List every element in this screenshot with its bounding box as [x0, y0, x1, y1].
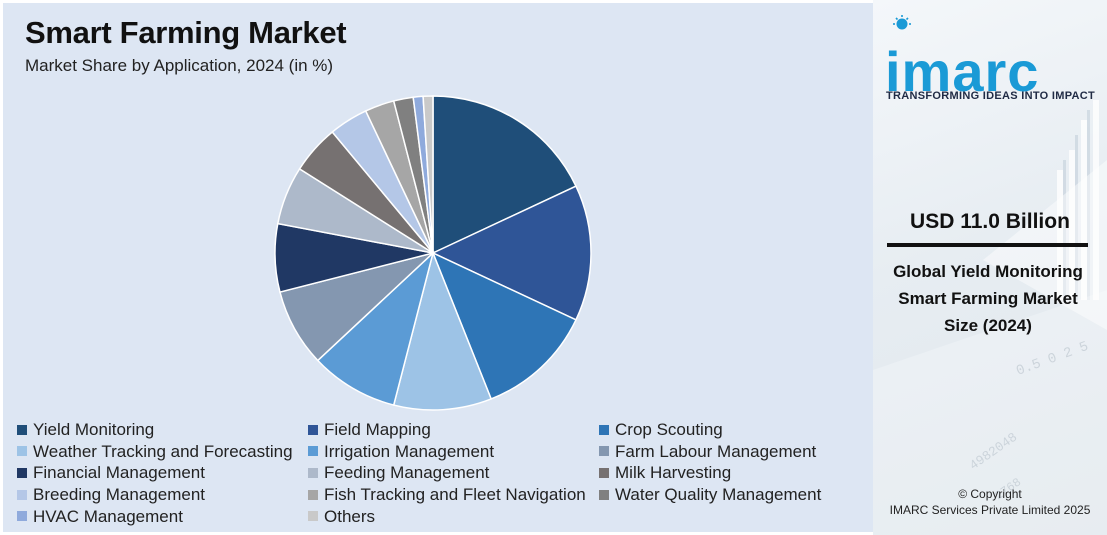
- legend-swatch: [17, 467, 27, 478]
- legend-label: Field Mapping: [324, 420, 431, 439]
- legend-item: Yield Monitoring: [17, 419, 154, 441]
- legend-item: Feeding Management: [308, 462, 489, 484]
- pie-slice-others: [422, 95, 434, 254]
- legend-swatch: [17, 424, 27, 435]
- legend-label: Fish Tracking and Fleet Navigation: [324, 485, 586, 505]
- legend-swatch: [308, 467, 318, 478]
- chart-subtitle: Market Share by Application, 2024 (in %): [25, 56, 334, 75]
- brand-tagline: TRANSFORMING IDEAS INTO IMPACT: [886, 90, 1096, 102]
- legend-item: Water Quality Management: [599, 484, 821, 506]
- market-size-value: USD 11.0 Billion: [910, 210, 1070, 233]
- legend-label: Water Quality Management: [615, 485, 822, 505]
- pie-slice-field-mapping: [431, 185, 592, 321]
- chart-panel: Smart Farming Market Market Share by App…: [3, 3, 873, 532]
- legend-label: Others: [324, 506, 376, 526]
- legend-swatch: [308, 489, 318, 500]
- logo-dot-icon: [893, 15, 911, 30]
- legend-swatch: [17, 511, 27, 522]
- legend-label: Breeding Management: [33, 485, 206, 505]
- legend-swatch: [308, 511, 318, 522]
- legend-label: HVAC Management: [33, 506, 183, 526]
- legend-swatch: [599, 446, 609, 457]
- legend-label: Irrigation Management: [324, 441, 495, 461]
- legend-label: Milk Harvesting: [615, 463, 732, 483]
- pie-slice-yield-monitoring: [432, 95, 577, 255]
- copyright: © Copyright IMARC Services Private Limit…: [873, 486, 1107, 518]
- legend-swatch: [308, 446, 318, 457]
- pie-slice-irrigation-management: [316, 250, 435, 406]
- legend-label: Yield Monitoring: [33, 420, 155, 439]
- chart-title: Smart Farming Market: [25, 15, 347, 50]
- legend-item: Fish Tracking and Fleet Navigation: [308, 484, 586, 506]
- legend-swatch: [17, 446, 27, 457]
- legend-swatch: [17, 489, 27, 500]
- legend-item: Crop Scouting: [599, 419, 723, 441]
- copyright-line-1: © Copyright: [958, 487, 1022, 501]
- legend-label: Feeding Management: [324, 463, 490, 483]
- legend-item: Breeding Management: [17, 484, 205, 506]
- legend-swatch: [599, 424, 609, 435]
- legend-swatch: [308, 424, 318, 435]
- pie-chart: [274, 95, 592, 411]
- market-size-description: Global Yield Monitoring Smart Farming Ma…: [893, 262, 1083, 335]
- legend-item: Others: [308, 506, 375, 528]
- legend-label: Weather Tracking and Forecasting: [33, 441, 293, 461]
- legend-label: Farm Labour Management: [615, 441, 817, 461]
- legend-item: Weather Tracking and Forecasting: [17, 441, 293, 463]
- legend-item: Financial Management: [17, 462, 205, 484]
- legend-item: Field Mapping: [308, 419, 431, 441]
- legend-swatch: [599, 489, 609, 500]
- divider: [887, 243, 1088, 247]
- legend-item: HVAC Management: [17, 506, 183, 528]
- pie-slice-crop-scouting: [431, 251, 577, 400]
- imarc-logo: imarc: [883, 14, 1098, 104]
- pie-slice-weather-tracking-and-forecasting: [392, 250, 493, 411]
- legend-label: Crop Scouting: [615, 420, 723, 439]
- legend-swatch: [599, 467, 609, 478]
- info-panel: 0.5 0 2 5 4982048 2768 imarc TRANSFORMIN…: [873, 0, 1107, 535]
- legend-item: Irrigation Management: [308, 441, 494, 463]
- logo-wordmark: imarc: [885, 40, 1040, 103]
- legend-label: Financial Management: [33, 463, 205, 483]
- legend-item: Milk Harvesting: [599, 462, 731, 484]
- legend-item: Farm Labour Management: [599, 441, 816, 463]
- copyright-line-2: IMARC Services Private Limited 2025: [889, 503, 1091, 517]
